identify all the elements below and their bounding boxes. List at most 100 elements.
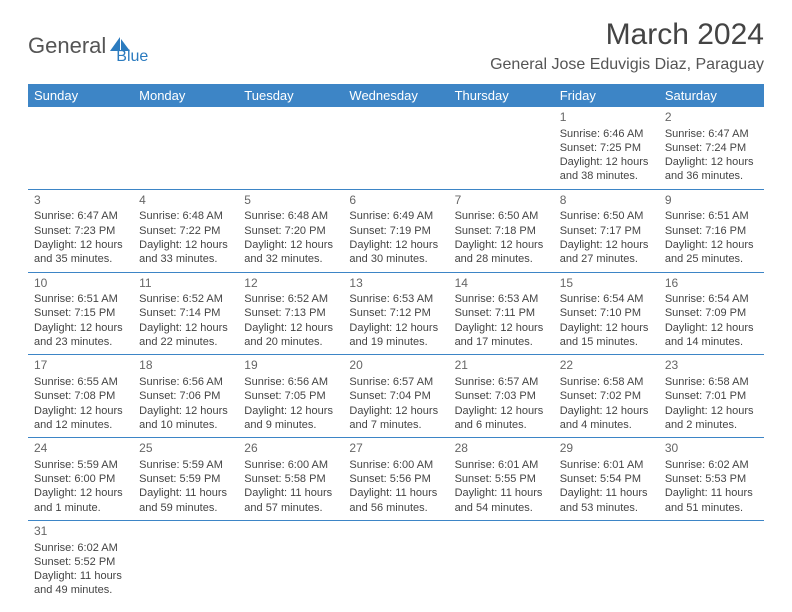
calendar-header-row: SundayMondayTuesdayWednesdayThursdayFrid… — [28, 84, 764, 107]
day-info-line: Sunset: 7:25 PM — [560, 141, 653, 155]
day-info-line: Sunrise: 6:47 AM — [34, 209, 127, 223]
day-number: 27 — [349, 441, 442, 457]
calendar-day-cell: 12Sunrise: 6:52 AMSunset: 7:13 PMDayligh… — [238, 272, 343, 355]
day-info-line: Sunrise: 6:48 AM — [244, 209, 337, 223]
calendar-day-cell: 14Sunrise: 6:53 AMSunset: 7:11 PMDayligh… — [449, 272, 554, 355]
day-info-line: Daylight: 11 hours — [34, 569, 127, 583]
location-subtitle: General Jose Eduvigis Diaz, Paraguay — [490, 56, 764, 74]
day-info-line: and 51 minutes. — [665, 501, 758, 515]
calendar-day-cell: 11Sunrise: 6:52 AMSunset: 7:14 PMDayligh… — [133, 272, 238, 355]
day-number: 28 — [455, 441, 548, 457]
day-info-line: Sunset: 7:14 PM — [139, 306, 232, 320]
day-info-line: Sunset: 7:18 PM — [455, 224, 548, 238]
weekday-header: Thursday — [449, 84, 554, 107]
day-number: 8 — [560, 193, 653, 209]
calendar-day-cell: 4Sunrise: 6:48 AMSunset: 7:22 PMDaylight… — [133, 189, 238, 272]
calendar-day-cell: 1Sunrise: 6:46 AMSunset: 7:25 PMDaylight… — [554, 107, 659, 189]
day-info-line: and 27 minutes. — [560, 252, 653, 266]
day-info-line: Daylight: 12 hours — [139, 404, 232, 418]
day-info-line: Sunset: 5:59 PM — [139, 472, 232, 486]
day-info-line: Daylight: 12 hours — [244, 321, 337, 335]
day-info-line: Daylight: 12 hours — [244, 404, 337, 418]
calendar-week-row: 17Sunrise: 6:55 AMSunset: 7:08 PMDayligh… — [28, 355, 764, 438]
day-info-line: and 1 minute. — [34, 501, 127, 515]
day-number: 29 — [560, 441, 653, 457]
day-info-line: Sunrise: 6:00 AM — [349, 458, 442, 472]
day-info-line: Sunset: 7:16 PM — [665, 224, 758, 238]
day-info-line: Sunrise: 6:53 AM — [455, 292, 548, 306]
day-info-line: Daylight: 11 hours — [349, 486, 442, 500]
day-info-line: Sunset: 7:05 PM — [244, 389, 337, 403]
day-info-line: and 6 minutes. — [455, 418, 548, 432]
day-number: 22 — [560, 358, 653, 374]
day-number: 21 — [455, 358, 548, 374]
day-number: 17 — [34, 358, 127, 374]
calendar-day-cell: 21Sunrise: 6:57 AMSunset: 7:03 PMDayligh… — [449, 355, 554, 438]
day-number: 16 — [665, 276, 758, 292]
day-info-line: Sunset: 5:54 PM — [560, 472, 653, 486]
day-info-line: Sunrise: 6:53 AM — [349, 292, 442, 306]
day-number: 6 — [349, 193, 442, 209]
day-info-line: Sunset: 7:13 PM — [244, 306, 337, 320]
day-info-line: and 20 minutes. — [244, 335, 337, 349]
day-info-line: and 4 minutes. — [560, 418, 653, 432]
calendar-body: 1Sunrise: 6:46 AMSunset: 7:25 PMDaylight… — [28, 107, 764, 603]
day-info-line: and 25 minutes. — [665, 252, 758, 266]
day-info-line: Sunset: 7:03 PM — [455, 389, 548, 403]
weekday-header: Tuesday — [238, 84, 343, 107]
calendar-day-cell: 31Sunrise: 6:02 AMSunset: 5:52 PMDayligh… — [28, 520, 133, 602]
day-info-line: Sunrise: 6:49 AM — [349, 209, 442, 223]
day-info-line: Sunrise: 6:46 AM — [560, 127, 653, 141]
day-info-line: Sunrise: 6:55 AM — [34, 375, 127, 389]
day-info-line: Daylight: 12 hours — [560, 238, 653, 252]
calendar-table: SundayMondayTuesdayWednesdayThursdayFrid… — [28, 84, 764, 603]
day-info-line: Daylight: 12 hours — [139, 238, 232, 252]
day-info-line: Sunrise: 5:59 AM — [139, 458, 232, 472]
day-info-line: Sunset: 5:55 PM — [455, 472, 548, 486]
day-info-line: Sunrise: 6:58 AM — [560, 375, 653, 389]
calendar-week-row: 3Sunrise: 6:47 AMSunset: 7:23 PMDaylight… — [28, 189, 764, 272]
page-header: General Blue March 2024 General Jose Edu… — [28, 18, 764, 74]
day-info-line: Sunset: 7:09 PM — [665, 306, 758, 320]
day-info-line: Sunrise: 6:57 AM — [455, 375, 548, 389]
day-info-line: and 22 minutes. — [139, 335, 232, 349]
day-info-line: and 33 minutes. — [139, 252, 232, 266]
day-number: 24 — [34, 441, 127, 457]
day-info-line: Sunrise: 6:00 AM — [244, 458, 337, 472]
day-info-line: and 14 minutes. — [665, 335, 758, 349]
day-info-line: Daylight: 12 hours — [560, 404, 653, 418]
day-info-line: Sunrise: 6:56 AM — [244, 375, 337, 389]
day-number: 10 — [34, 276, 127, 292]
day-number: 11 — [139, 276, 232, 292]
day-info-line: Sunset: 7:22 PM — [139, 224, 232, 238]
day-info-line: and 57 minutes. — [244, 501, 337, 515]
day-number: 9 — [665, 193, 758, 209]
day-info-line: Daylight: 11 hours — [139, 486, 232, 500]
calendar-week-row: 10Sunrise: 6:51 AMSunset: 7:15 PMDayligh… — [28, 272, 764, 355]
calendar-day-cell: 29Sunrise: 6:01 AMSunset: 5:54 PMDayligh… — [554, 438, 659, 521]
month-title: March 2024 — [490, 18, 764, 52]
day-number: 25 — [139, 441, 232, 457]
calendar-day-cell: 3Sunrise: 6:47 AMSunset: 7:23 PMDaylight… — [28, 189, 133, 272]
weekday-header: Wednesday — [343, 84, 448, 107]
calendar-empty-cell — [343, 520, 448, 602]
day-info-line: Daylight: 12 hours — [455, 404, 548, 418]
day-info-line: and 12 minutes. — [34, 418, 127, 432]
day-info-line: Sunset: 7:20 PM — [244, 224, 337, 238]
day-info-line: Daylight: 11 hours — [455, 486, 548, 500]
day-info-line: and 30 minutes. — [349, 252, 442, 266]
day-info-line: and 54 minutes. — [455, 501, 548, 515]
day-info-line: Daylight: 12 hours — [349, 404, 442, 418]
calendar-day-cell: 28Sunrise: 6:01 AMSunset: 5:55 PMDayligh… — [449, 438, 554, 521]
day-number: 12 — [244, 276, 337, 292]
weekday-header: Monday — [133, 84, 238, 107]
day-number: 31 — [34, 524, 127, 540]
day-info-line: Daylight: 12 hours — [349, 238, 442, 252]
day-info-line: and 59 minutes. — [139, 501, 232, 515]
day-info-line: Daylight: 12 hours — [560, 155, 653, 169]
calendar-empty-cell — [343, 107, 448, 189]
day-info-line: and 35 minutes. — [34, 252, 127, 266]
day-info-line: Sunset: 5:56 PM — [349, 472, 442, 486]
calendar-day-cell: 7Sunrise: 6:50 AMSunset: 7:18 PMDaylight… — [449, 189, 554, 272]
logo: General Blue — [28, 26, 148, 66]
